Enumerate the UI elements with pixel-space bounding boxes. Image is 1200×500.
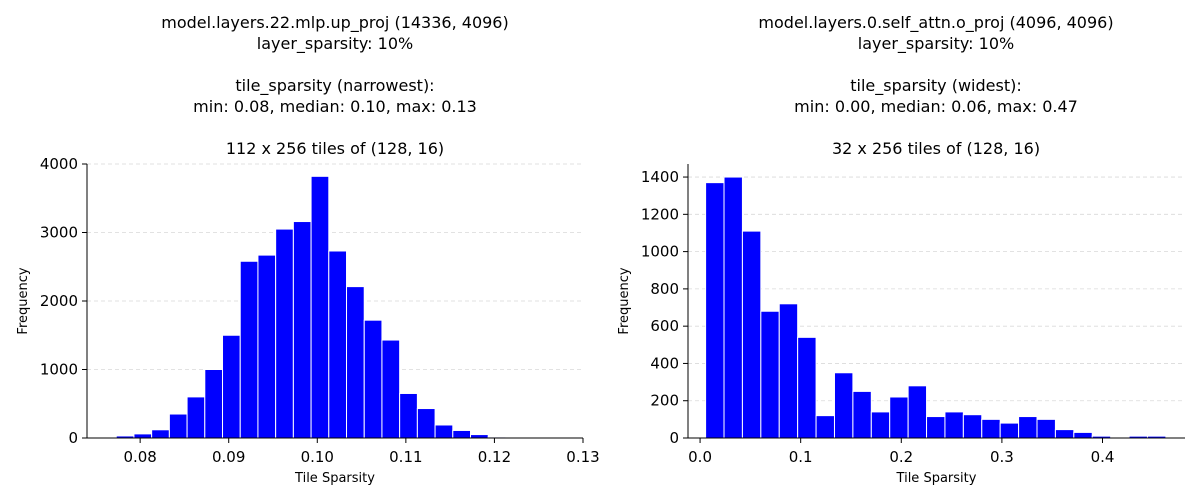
y-tick-label: 1000 <box>40 361 78 379</box>
x-axis-label: Tile Sparsity <box>896 471 977 486</box>
chart-title-line: layer_sparsity: 10% <box>257 34 413 54</box>
histogram-bar <box>257 254 277 439</box>
x-axis-label: Tile Sparsity <box>294 471 375 486</box>
y-tick-label: 800 <box>650 280 679 298</box>
chart-title-line: model.layers.22.mlp.up_proj (14336, 4096… <box>161 13 508 33</box>
x-tick-label: 0.08 <box>123 448 156 466</box>
histogram-bar <box>760 310 780 439</box>
x-tick-label: 0.11 <box>389 448 422 466</box>
chart-title-line: tile_sparsity (narrowest): <box>235 76 434 96</box>
histogram-bar <box>204 369 224 439</box>
x-tick-label: 0.10 <box>301 448 334 466</box>
x-tick-label: 0.09 <box>212 448 245 466</box>
histogram-bar <box>1018 416 1038 439</box>
x-tick-label: 0.4 <box>1091 448 1115 466</box>
histogram-bar <box>381 339 401 439</box>
histogram-bar <box>1054 429 1075 439</box>
y-tick-label: 2000 <box>40 292 78 310</box>
histogram-bar <box>186 396 206 439</box>
histogram-bar <box>1073 431 1093 439</box>
y-tick-label: 4000 <box>40 155 78 173</box>
histogram-bar <box>275 228 294 439</box>
chart-title-line: min: 0.00, median: 0.06, max: 0.47 <box>794 97 1078 116</box>
histogram-bar <box>889 396 909 439</box>
histogram-bar <box>870 411 891 439</box>
histogram-bar <box>926 416 946 439</box>
histogram-bar <box>999 422 1020 439</box>
x-tick-label: 0.13 <box>566 448 599 466</box>
y-tick-label: 1000 <box>641 243 679 261</box>
chart-title-line: min: 0.08, median: 0.10, max: 0.13 <box>193 97 477 116</box>
chart-title-line: 32 x 256 tiles of (128, 16) <box>832 139 1040 158</box>
y-tick-label: 0 <box>669 429 679 447</box>
histogram-panel-right: model.layers.0.self_attn.o_proj (4096, 4… <box>617 13 1185 486</box>
histogram-bar <box>833 372 854 439</box>
histogram-bar <box>1036 418 1056 439</box>
histogram-bar <box>981 418 1001 439</box>
y-tick-label: 400 <box>650 354 679 372</box>
chart-title-line: model.layers.0.self_attn.o_proj (4096, 4… <box>758 13 1113 33</box>
histogram-bar <box>962 414 983 439</box>
histogram-bar <box>292 221 312 439</box>
histogram-bar <box>328 250 348 439</box>
y-tick-label: 200 <box>650 392 679 410</box>
x-tick-label: 0.0 <box>688 448 712 466</box>
histogram-bar <box>346 286 365 439</box>
histogram-bar <box>168 413 188 439</box>
histogram-bar <box>310 175 330 439</box>
x-tick-label: 0.12 <box>478 448 511 466</box>
y-axis-label: Frequency <box>617 267 632 334</box>
histogram-bar <box>133 433 153 439</box>
histogram-bar <box>239 260 259 439</box>
histogram-bar <box>399 392 418 439</box>
histogram-panel-left: model.layers.22.mlp.up_proj (14336, 4096… <box>16 13 600 486</box>
y-tick-label: 1200 <box>641 205 679 223</box>
chart-title-line: 112 x 256 tiles of (128, 16) <box>226 139 444 158</box>
x-tick-label: 0.1 <box>789 448 813 466</box>
chart-title-line: layer_sparsity: 10% <box>858 34 1014 54</box>
histogram-bar <box>434 424 454 439</box>
chart-title-line: tile_sparsity (widest): <box>850 76 1022 96</box>
histogram-bar <box>797 336 817 439</box>
histogram-bar <box>852 390 872 439</box>
x-tick-label: 0.3 <box>990 448 1014 466</box>
histogram-bar <box>815 415 835 439</box>
histogram-bar <box>705 182 725 439</box>
histogram-bar <box>222 334 241 439</box>
histogram-bar <box>944 411 964 439</box>
histogram-bar <box>741 230 762 439</box>
histogram-bar <box>452 429 472 439</box>
y-tick-label: 1400 <box>641 168 679 186</box>
histogram-bar <box>151 429 170 439</box>
histogram-bar <box>363 319 383 439</box>
histogram-bar <box>778 303 799 439</box>
histogram-bar <box>416 408 436 439</box>
y-axis-label: Frequency <box>16 267 31 334</box>
histogram-bar <box>723 176 743 439</box>
y-tick-label: 0 <box>68 429 78 447</box>
histogram-bar <box>470 434 489 439</box>
y-tick-label: 3000 <box>40 224 78 242</box>
x-tick-label: 0.2 <box>889 448 913 466</box>
histogram-bar <box>907 385 928 439</box>
y-tick-label: 600 <box>650 317 679 335</box>
